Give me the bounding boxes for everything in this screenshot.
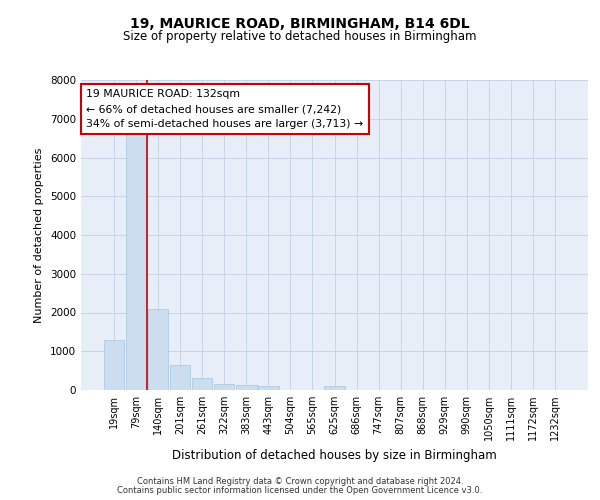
- Bar: [170, 365, 190, 390]
- Text: 19 MAURICE ROAD: 132sqm
← 66% of detached houses are smaller (7,242)
34% of semi: 19 MAURICE ROAD: 132sqm ← 66% of detache…: [86, 90, 363, 129]
- Bar: [148, 308, 169, 390]
- Text: 19, MAURICE ROAD, BIRMINGHAM, B14 6DL: 19, MAURICE ROAD, BIRMINGHAM, B14 6DL: [130, 18, 470, 32]
- Bar: [236, 385, 257, 390]
- Y-axis label: Number of detached properties: Number of detached properties: [34, 148, 44, 322]
- Bar: [325, 386, 344, 390]
- Bar: [126, 134, 146, 390]
- Bar: [258, 386, 278, 390]
- Text: Contains HM Land Registry data © Crown copyright and database right 2024.: Contains HM Land Registry data © Crown c…: [137, 477, 463, 486]
- Text: Contains public sector information licensed under the Open Government Licence v3: Contains public sector information licen…: [118, 486, 482, 495]
- Bar: [104, 340, 124, 390]
- X-axis label: Distribution of detached houses by size in Birmingham: Distribution of detached houses by size …: [172, 448, 497, 462]
- Text: Size of property relative to detached houses in Birmingham: Size of property relative to detached ho…: [123, 30, 477, 43]
- Bar: [214, 384, 235, 390]
- Bar: [192, 378, 212, 390]
